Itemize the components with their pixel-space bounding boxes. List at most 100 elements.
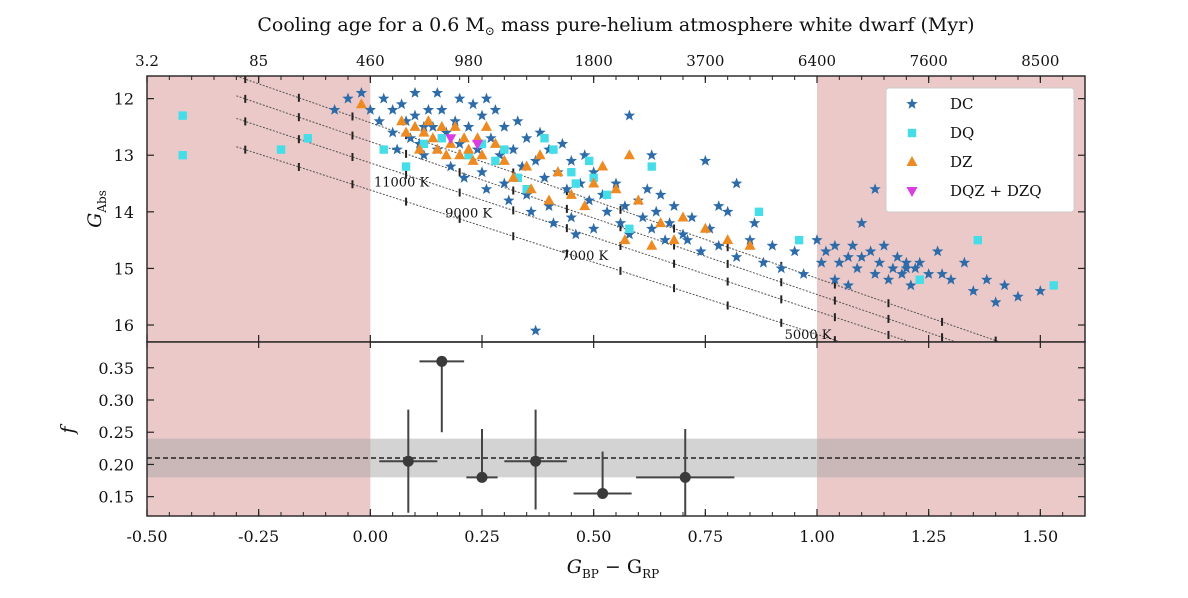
triangle-up-marker: [565, 188, 577, 199]
legend-label: DQZ + DZQ: [950, 182, 1042, 200]
triangle-up-marker: [427, 132, 439, 143]
isochrone-label: 7000 K: [561, 249, 608, 264]
star-marker: [981, 273, 993, 285]
cooling-age-tick-label: 980: [454, 52, 483, 70]
triangle-up-marker: [418, 126, 430, 137]
star-marker: [677, 228, 689, 240]
star-marker: [646, 149, 658, 161]
square-marker: [178, 111, 187, 120]
star-marker: [967, 285, 979, 296]
color-tick-label: -0.50: [126, 527, 167, 546]
star-marker: [570, 228, 582, 240]
triangle-up-marker: [355, 98, 367, 109]
star-marker: [342, 92, 354, 104]
fraction-points: [379, 355, 735, 516]
star-marker: [637, 211, 649, 223]
star-marker: [418, 120, 430, 132]
star-marker: [328, 104, 341, 115]
triangle-up-marker: [646, 239, 658, 250]
triangle-up-marker: [436, 120, 448, 131]
legend: DC DQ DZ DQZ + DZQ: [885, 87, 1075, 213]
triangle-up-marker: [677, 211, 689, 222]
star-marker: [730, 177, 743, 189]
triangle-up-marker: [480, 120, 492, 131]
fraction-point-1: [436, 355, 448, 367]
isochrone-labels: 11000 K 9000 K 7000 K 5000 K: [374, 175, 832, 343]
triangle-up-marker: [422, 115, 434, 126]
gabs-tick-label: 13: [114, 146, 134, 165]
star-marker: [789, 245, 801, 257]
square-marker: [754, 207, 764, 217]
star-marker: [485, 132, 497, 144]
star-marker: [641, 183, 653, 194]
square-marker: [437, 134, 446, 143]
cooling-age-tick-label: 6400: [798, 52, 836, 70]
star-marker: [873, 256, 886, 268]
star-marker: [565, 211, 577, 223]
star-marker: [610, 177, 622, 189]
star-marker: [958, 256, 971, 268]
star-marker: [521, 132, 533, 144]
star-marker: [619, 200, 631, 211]
triangle-up-marker: [579, 200, 591, 211]
star-marker: [1034, 285, 1046, 296]
triangle-up-marker: [489, 137, 501, 148]
square-marker: [907, 128, 917, 138]
star-marker: [1012, 290, 1024, 302]
triangle-up-marker: [521, 160, 533, 171]
triangle-up-marker: [744, 239, 756, 250]
star-marker: [538, 171, 551, 183]
star-marker: [900, 256, 912, 268]
star-marker: [833, 256, 845, 268]
star-marker: [811, 234, 823, 245]
star-marker: [574, 177, 586, 189]
f-axis-title: f: [57, 424, 79, 436]
triangle-up-marker: [632, 194, 644, 205]
triangle-up-marker: [507, 171, 519, 182]
star-marker: [829, 273, 841, 285]
triangle-up-marker: [431, 143, 443, 154]
star-marker: [436, 104, 448, 115]
star-marker: [588, 222, 600, 234]
f-tick-label: 0.15: [98, 488, 134, 507]
triangle-up-marker: [619, 234, 631, 245]
star-marker: [458, 171, 470, 183]
cooling-age-tick-label: 85: [249, 52, 268, 70]
square-marker: [625, 224, 634, 234]
star-marker: [462, 120, 475, 132]
square-marker: [915, 275, 924, 284]
star-marker: [623, 228, 636, 240]
star-marker: [659, 234, 671, 245]
star-marker: [565, 154, 577, 166]
fraction-panel: 0.150.200.250.300.35 -0.50 -0.25 0.00 0.25 0…: [57, 341, 1086, 581]
cooling-age-tick-labels: 3.2 85 460 980 1800 3700 6400 7600 8500: [135, 52, 1059, 70]
cooling-age-tick-label: 3700: [686, 52, 724, 70]
cooling-age-tick-label: 8500: [1021, 52, 1059, 70]
legend-label: DZ: [950, 153, 972, 171]
color-tick-label: -0.25: [238, 527, 279, 546]
star-marker: [650, 205, 662, 217]
star-marker: [936, 268, 948, 279]
square-marker: [549, 145, 558, 154]
color-tick-label: 0.75: [688, 527, 724, 546]
cooling-age-tick-label: 3.2: [135, 52, 159, 70]
shaded-region-bottom-1: [817, 342, 1085, 516]
f-tick-label: 0.35: [98, 359, 134, 378]
gabs-tick-label: 12: [114, 90, 134, 109]
mean-band: [147, 438, 1085, 478]
triangle-up-marker: [463, 143, 475, 154]
isochrone-1: [236, 95, 958, 342]
star-marker: [431, 87, 443, 98]
star-marker: [547, 217, 560, 228]
star-marker: [668, 200, 680, 211]
f-tick-label: 0.30: [98, 391, 134, 410]
star-marker: [704, 222, 716, 234]
color-tick-labels: -0.50 -0.25 0.00 0.25 0.50 0.75 1.00 1.25 1.50: [126, 527, 1058, 546]
triangle-up-marker: [409, 120, 421, 131]
star-marker: [730, 251, 743, 262]
star-marker: [400, 115, 412, 127]
star-marker: [395, 98, 408, 110]
square-marker: [794, 235, 804, 245]
star-marker: [440, 126, 452, 138]
isochrone-3: [236, 146, 843, 342]
